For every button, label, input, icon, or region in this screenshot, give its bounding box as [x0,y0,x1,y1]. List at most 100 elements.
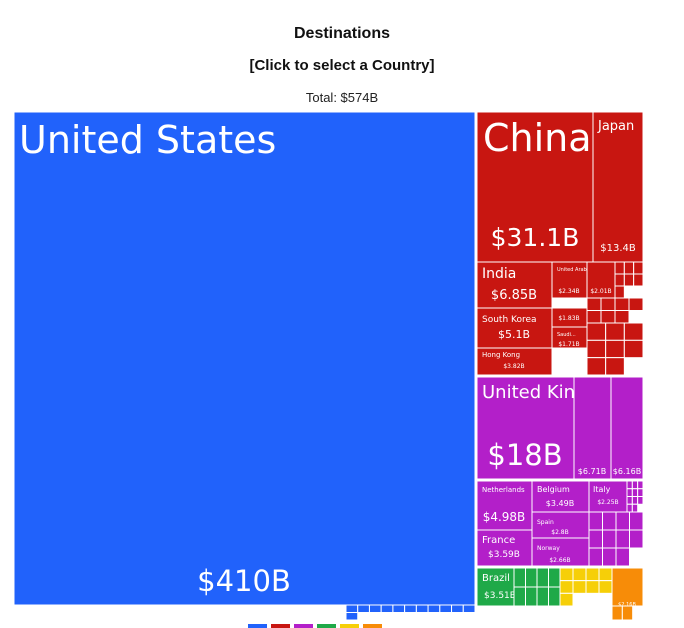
small-tile[interactable] [637,488,644,497]
small-tile[interactable] [427,604,441,613]
small-tile[interactable] [614,273,625,287]
small-tile[interactable] [525,567,538,588]
tile-tile-5-0[interactable] [611,567,644,607]
small-tile[interactable] [615,511,630,531]
small-tile[interactable] [623,261,635,275]
tile-united-kingdom[interactable] [476,376,575,480]
small-tile[interactable] [585,580,600,594]
small-tile[interactable] [621,605,634,621]
small-tile[interactable] [588,529,603,549]
small-tile[interactable] [462,604,476,613]
small-tile[interactable] [586,357,607,376]
tile-tile-2-2[interactable] [610,376,644,480]
small-tile[interactable] [614,310,630,324]
small-tile[interactable] [623,273,635,287]
small-tile[interactable] [513,567,526,588]
small-tile[interactable] [623,339,644,359]
small-tile[interactable] [631,488,639,497]
small-tile[interactable] [586,310,602,324]
small-tile[interactable] [392,604,406,613]
tile-brazil-value: $3.51B [484,591,516,601]
small-tile[interactable] [631,480,639,490]
small-tile[interactable] [628,297,644,311]
small-tile[interactable] [345,612,359,621]
small-tile[interactable] [585,567,600,582]
small-tile[interactable] [626,488,633,497]
small-tile[interactable] [633,261,644,275]
tile-france[interactable] [476,529,533,567]
small-tile[interactable] [626,496,633,505]
legend-swatch-asia[interactable] [271,624,290,628]
small-tile[interactable] [600,310,616,324]
small-tile[interactable] [357,604,370,613]
small-tile[interactable] [559,592,574,607]
legend-swatch-africa[interactable] [340,624,359,628]
small-tile[interactable] [536,586,549,607]
tile-brazil[interactable] [476,567,515,607]
small-tile[interactable] [598,567,613,582]
small-tile[interactable] [637,480,644,490]
tile-japan[interactable] [592,111,644,263]
small-tile[interactable] [605,322,625,341]
small-tile[interactable] [548,567,561,588]
tile-spain-value: $2.8B [551,529,568,536]
tile-south-korea[interactable] [476,307,553,349]
small-tile[interactable] [404,604,417,613]
small-tile[interactable] [602,529,617,549]
small-tile[interactable] [572,567,587,582]
small-tile[interactable] [559,580,574,594]
small-tile[interactable] [605,357,625,376]
small-tile[interactable] [451,604,464,613]
small-tile[interactable] [626,480,633,490]
tile-hong-kong[interactable] [476,347,553,376]
select-country-prompt[interactable]: [Click to select a Country] [249,57,435,74]
small-tile[interactable] [626,503,633,513]
small-tile[interactable] [380,604,394,613]
small-tile[interactable] [368,604,382,613]
small-tile[interactable] [536,567,549,588]
small-tile[interactable] [615,547,630,567]
tile-belgium[interactable] [531,480,590,513]
small-tile[interactable] [614,285,625,299]
tile-united-states[interactable] [13,111,476,606]
tile-norway[interactable] [531,537,590,567]
tile-tile-2-1[interactable] [573,376,612,480]
small-tile[interactable] [572,580,587,594]
small-tile[interactable] [586,339,607,359]
small-tile[interactable] [614,297,630,311]
small-tile[interactable] [629,511,644,531]
small-tile[interactable] [345,604,359,613]
tile-china[interactable] [476,111,594,263]
tile-saudi-arabia-value: $1.71B [558,341,579,348]
small-tile[interactable] [614,261,625,275]
small-tile[interactable] [602,511,617,531]
legend-swatch-oceania[interactable] [363,624,382,628]
small-tile[interactable] [598,580,613,594]
small-tile[interactable] [600,297,616,311]
small-tile[interactable] [623,322,644,341]
small-tile[interactable] [439,604,453,613]
small-tile[interactable] [633,273,644,287]
small-tile[interactable] [588,547,603,567]
tile-united-arab-emirates[interactable] [551,261,588,299]
small-tile[interactable] [611,605,623,621]
legend-swatch-south-america[interactable] [317,624,336,628]
small-tile[interactable] [631,503,639,513]
small-tile[interactable] [415,604,429,613]
small-tile[interactable] [637,496,644,505]
small-tile[interactable] [548,586,561,607]
small-tile[interactable] [588,511,603,531]
small-tile[interactable] [525,586,538,607]
small-tile[interactable] [629,529,644,549]
legend-swatch-europe[interactable] [294,624,313,628]
small-tile[interactable] [602,547,617,567]
small-tile[interactable] [615,529,630,549]
small-tile[interactable] [513,586,526,607]
small-tile[interactable] [559,567,574,582]
legend-swatch-north-america[interactable] [248,624,267,628]
small-tile[interactable] [605,339,625,359]
small-tile[interactable] [631,496,639,505]
small-tile[interactable] [586,297,602,311]
small-tile[interactable] [586,322,607,341]
